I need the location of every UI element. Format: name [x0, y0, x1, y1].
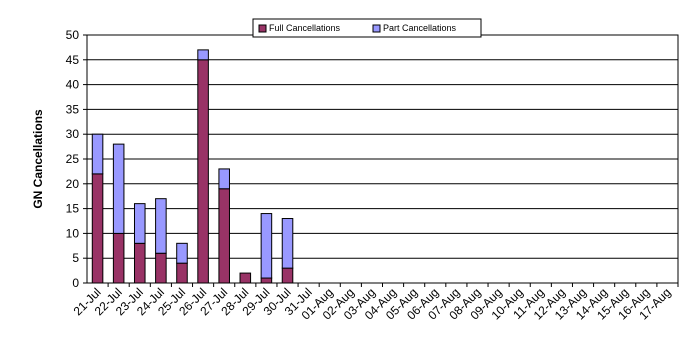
legend: Full Cancellations Part Cancellations [252, 18, 482, 38]
bar-full-cancellations [176, 262, 188, 284]
y-tick-label: 15 [66, 202, 80, 216]
legend-label-part-cancellations: Part Cancellations [383, 23, 457, 33]
legend-label-full-cancellations: Full Cancellations [269, 23, 341, 33]
y-tick-label: 5 [72, 251, 79, 265]
bar-part-cancellations [260, 213, 273, 279]
bar-part-cancellations [281, 218, 294, 269]
bar-full-cancellations [197, 59, 209, 284]
bar-part-cancellations [133, 203, 146, 244]
bar-part-cancellations [197, 49, 209, 61]
bar-full-cancellations [281, 267, 294, 284]
bar-part-cancellations [218, 168, 230, 190]
y-axis-title: GN Cancellations [31, 109, 45, 209]
bar-full-cancellations [133, 242, 146, 284]
y-tick-label: 35 [66, 102, 80, 116]
gridlines [86, 34, 679, 284]
bar-part-cancellations [112, 143, 125, 234]
legend-box [252, 18, 482, 38]
bar-full-cancellations [112, 232, 125, 284]
bar-full-cancellations [91, 173, 104, 284]
bar-part-cancellations [155, 198, 167, 254]
legend-swatch-part-cancellations [372, 24, 381, 33]
axes [83, 34, 679, 287]
y-tick-label: 40 [66, 78, 80, 92]
bar-full-cancellations [155, 252, 167, 284]
y-tick-label: 25 [66, 152, 80, 166]
y-tick-label: 30 [66, 127, 80, 141]
y-tick-label: 20 [66, 177, 80, 191]
bar-full-cancellations [260, 277, 273, 284]
bar-part-cancellations [176, 242, 188, 264]
y-tick-label: 0 [72, 276, 79, 290]
bar-full-cancellations [218, 188, 230, 284]
y-tick-label: 45 [66, 53, 80, 67]
y-tick-labels: 0 5 10 15 20 25 30 35 40 45 50 [66, 28, 80, 290]
bar-full-cancellations [239, 272, 252, 284]
bar-part-cancellations [91, 133, 104, 175]
y-tick-label: 10 [66, 226, 80, 240]
legend-swatch-full-cancellations [258, 24, 267, 33]
y-tick-label: 50 [66, 28, 80, 42]
